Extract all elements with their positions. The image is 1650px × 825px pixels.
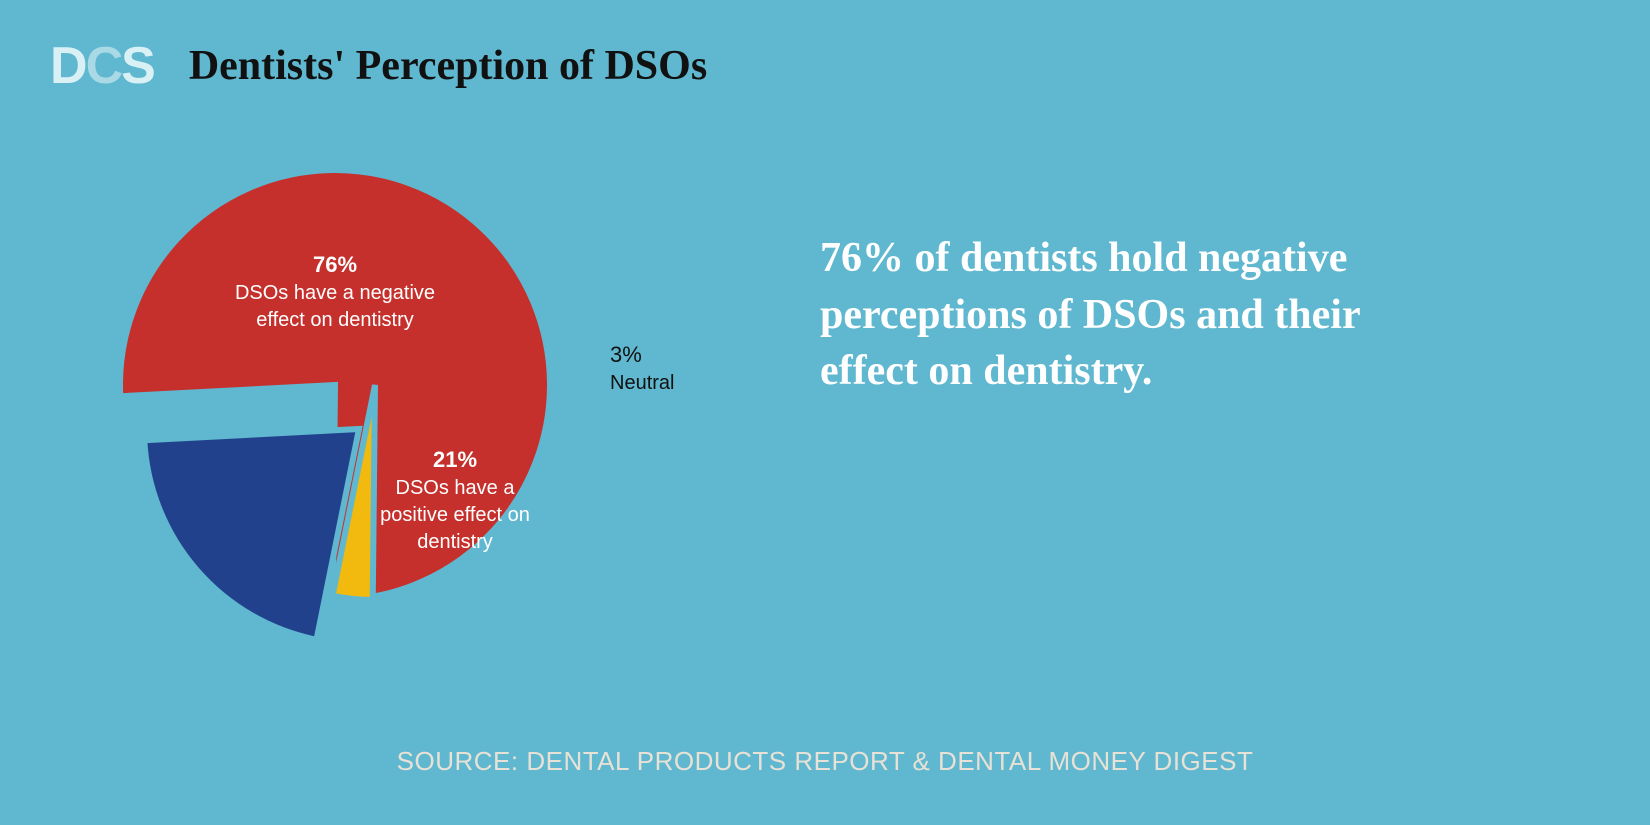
slice-text-neutral: Neutral — [610, 372, 674, 394]
logo-dcs: DCS — [50, 40, 154, 92]
slice-label-neutral: 3% Neutral — [610, 340, 730, 397]
slice-text-negative: DSOs have a negative effect on dentistry — [210, 280, 460, 334]
slice-text-positive: DSOs have a positive effect on dentistry — [360, 475, 550, 556]
pie-chart: 76% DSOs have a negative effect on denti… — [110, 160, 710, 680]
source-attribution: SOURCE: DENTAL PRODUCTS REPORT & DENTAL … — [0, 746, 1650, 777]
callout-text: 76% of dentists hold negative perception… — [820, 230, 1440, 400]
slice-pct-neutral: 3% — [610, 340, 730, 370]
logo-letter-c: C — [86, 40, 122, 92]
pie-slice-positive — [144, 429, 359, 640]
slice-pct-positive: 21% — [433, 447, 477, 472]
slice-label-positive: 21% DSOs have a positive effect on denti… — [360, 445, 550, 556]
logo-letter-s: S — [121, 40, 154, 92]
infographic-canvas: DCS Dentists' Perception of DSOs 76% DSO… — [0, 0, 1650, 825]
slice-pct-negative: 76% — [313, 252, 357, 277]
page-title: Dentists' Perception of DSOs — [189, 42, 707, 90]
pie-svg — [110, 160, 730, 700]
slice-label-negative: 76% DSOs have a negative effect on denti… — [210, 250, 460, 334]
logo-letter-d: D — [50, 40, 86, 92]
header: DCS Dentists' Perception of DSOs — [50, 40, 707, 92]
